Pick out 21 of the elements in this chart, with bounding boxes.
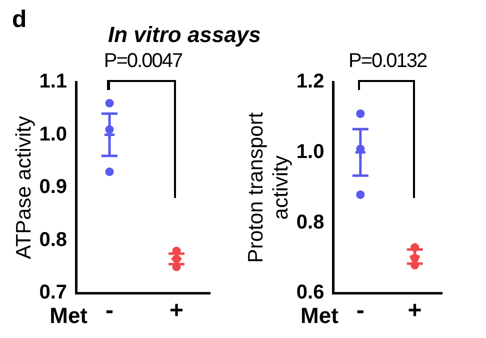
y-tick-label: 1.2: [296, 70, 324, 93]
y-tick-label: 1.0: [39, 123, 68, 146]
y-tick-label: 1.0: [296, 140, 324, 163]
x-tick-label: +: [169, 297, 184, 324]
text: P=0.0047: [102, 50, 184, 73]
x-tick-label: +: [408, 297, 422, 324]
y-tick-label: 1.1: [39, 70, 68, 93]
chart-title: In vitro assays: [108, 22, 261, 48]
y-tick-label: 0.7: [39, 282, 68, 304]
x-tick-label: -: [356, 297, 364, 324]
text: d: [12, 6, 27, 34]
y-tick-label: 0.8: [296, 211, 324, 234]
y-tick-label: 0.9: [39, 176, 68, 198]
y-tick-label: 0.6: [296, 282, 324, 304]
text: P=0.0132: [348, 50, 427, 72]
x-tick-label: -: [106, 297, 114, 324]
y-tick-label: 0.8: [39, 228, 68, 251]
y-axis-title: ATPase activity: [12, 116, 36, 260]
x-axis-title: Met: [50, 303, 88, 328]
y-axis-title: Proton transport activity: [244, 112, 293, 263]
x-axis-title: Met: [300, 303, 340, 328]
